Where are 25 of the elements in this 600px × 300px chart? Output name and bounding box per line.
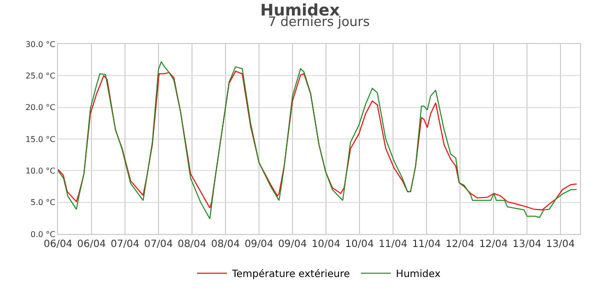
- y-tick-label: 25.0 °C: [25, 71, 56, 80]
- y-tick-label: 15.0 °C: [25, 134, 56, 144]
- x-tick-label: 06/04: [44, 239, 72, 250]
- y-tick-label: 10.0 °C: [25, 166, 56, 176]
- x-tick-label: 12/04: [446, 239, 474, 250]
- legend-label: Humidex: [396, 269, 441, 280]
- y-tick-label: 20.0 °C: [25, 103, 56, 112]
- y-tick-label: 5.0 °C: [30, 198, 56, 208]
- x-tick-label: 10/04: [345, 239, 374, 250]
- x-tick-label: 09/04: [244, 239, 274, 250]
- x-tick-label: 08/04: [178, 239, 206, 250]
- x-tick-label: 12/04: [479, 239, 508, 250]
- x-tick-label: 13/04: [546, 239, 575, 250]
- legend-label: Température extérieure: [231, 269, 350, 280]
- y-tick-label: 30.0 °C: [25, 40, 56, 49]
- x-tick-label: 07/04: [110, 239, 140, 250]
- x-tick-label: 06/04: [77, 239, 106, 250]
- y-tick-label: 0.0 °C: [30, 230, 56, 239]
- x-tick-label: 13/04: [512, 239, 542, 250]
- x-tick-label: 10/04: [312, 239, 340, 250]
- x-tick-label: 11/04: [378, 239, 408, 250]
- x-tick-label: 11/04: [412, 239, 441, 250]
- x-tick-label: 07/04: [144, 239, 173, 250]
- x-tick-label: 08/04: [211, 239, 240, 250]
- x-tick-label: 09/04: [278, 239, 307, 250]
